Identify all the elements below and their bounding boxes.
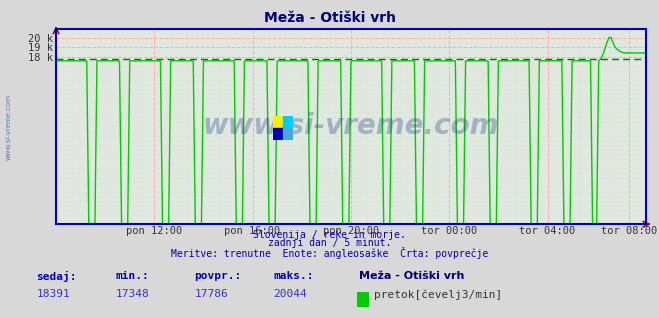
Text: www.si-vreme.com: www.si-vreme.com bbox=[5, 94, 12, 160]
Text: www.si-vreme.com: www.si-vreme.com bbox=[203, 112, 499, 141]
Bar bbox=[283, 116, 293, 128]
Bar bbox=[283, 128, 293, 140]
Text: Meža - Otiški vrh: Meža - Otiški vrh bbox=[359, 271, 465, 281]
Text: Slovenija / reke in morje.: Slovenija / reke in morje. bbox=[253, 230, 406, 239]
Text: 20044: 20044 bbox=[273, 289, 307, 299]
Bar bbox=[273, 116, 283, 128]
Text: Meritve: trenutne  Enote: angleosaške  Črta: povprečje: Meritve: trenutne Enote: angleosaške Črt… bbox=[171, 247, 488, 259]
Bar bbox=[273, 128, 283, 140]
Text: zadnji dan / 5 minut.: zadnji dan / 5 minut. bbox=[268, 238, 391, 248]
Text: 18391: 18391 bbox=[36, 289, 70, 299]
Text: min.:: min.: bbox=[115, 271, 149, 281]
Text: povpr.:: povpr.: bbox=[194, 271, 242, 281]
Text: pretok[čevelj3/min]: pretok[čevelj3/min] bbox=[374, 289, 503, 300]
Text: 17786: 17786 bbox=[194, 289, 228, 299]
Text: 17348: 17348 bbox=[115, 289, 149, 299]
Text: maks.:: maks.: bbox=[273, 271, 314, 281]
Text: sedaj:: sedaj: bbox=[36, 271, 76, 282]
Text: Meža - Otiški vrh: Meža - Otiški vrh bbox=[264, 11, 395, 25]
